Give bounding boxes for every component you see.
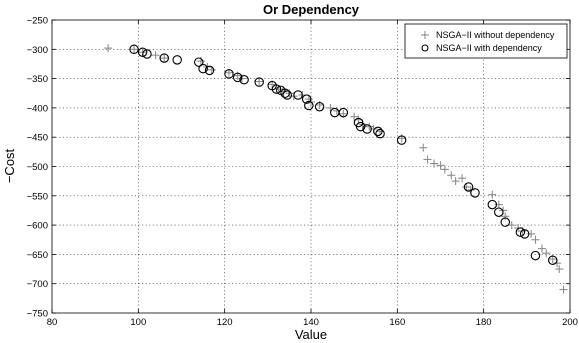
data-point-plus bbox=[458, 174, 467, 183]
data-point-plus bbox=[151, 51, 160, 60]
data-point-plus bbox=[419, 143, 428, 152]
data-point-circle bbox=[142, 49, 152, 59]
x-tick-label: 100 bbox=[130, 317, 146, 328]
legend-plus-marker bbox=[421, 31, 429, 39]
x-tick-label: 140 bbox=[303, 317, 319, 328]
data-point-circle bbox=[375, 128, 385, 139]
ticks-layer: 80 100 120 140 160 180 200 −250 −300 −350 −400 −450… bbox=[27, 16, 578, 329]
legend: NSGA−II without dependency NSGA−II with … bbox=[404, 23, 568, 59]
data-point-circle bbox=[293, 90, 303, 100]
data-point-circle bbox=[271, 84, 282, 94]
data-point-circle bbox=[198, 63, 208, 74]
data-point-plus bbox=[160, 54, 169, 63]
data-point-circle bbox=[547, 255, 558, 266]
data-point-circle bbox=[373, 126, 383, 137]
data-point-circle bbox=[396, 135, 407, 145]
data-point-circle bbox=[254, 77, 264, 87]
data-point-circle bbox=[329, 107, 340, 118]
data-point-plus bbox=[440, 165, 449, 174]
data-point-circle bbox=[487, 199, 498, 210]
data-point-circle bbox=[204, 65, 215, 76]
data-point-plus bbox=[555, 265, 564, 274]
data-point-circle bbox=[470, 188, 480, 198]
y-tick-label: −750 bbox=[27, 309, 48, 320]
y-tick-label: −700 bbox=[27, 279, 48, 290]
y-axis-label: −Cost bbox=[2, 148, 17, 183]
data-point-plus bbox=[350, 112, 359, 121]
data-point-plus bbox=[447, 171, 456, 180]
data-point-circle bbox=[282, 90, 293, 100]
data-point-circle bbox=[515, 227, 526, 237]
data-point-circle bbox=[239, 75, 249, 85]
data-point-circle bbox=[362, 124, 372, 134]
points-layer bbox=[104, 44, 568, 294]
data-point-plus bbox=[365, 122, 374, 131]
chart-title: Or Dependency bbox=[263, 2, 360, 17]
data-point-plus bbox=[376, 127, 385, 136]
y-tick-label: −500 bbox=[27, 162, 48, 173]
data-point-circle bbox=[172, 55, 182, 65]
data-point-circle bbox=[280, 88, 290, 99]
data-point-plus bbox=[462, 183, 471, 192]
y-tick-label: −550 bbox=[27, 191, 48, 202]
data-point-circle bbox=[500, 217, 510, 227]
data-point-circle bbox=[232, 72, 243, 83]
data-point-plus bbox=[430, 159, 439, 168]
x-tick-label: 120 bbox=[217, 317, 233, 328]
data-point-circle bbox=[494, 207, 504, 217]
grid-layer bbox=[52, 20, 570, 313]
data-point-plus bbox=[423, 155, 432, 164]
data-point-circle bbox=[338, 107, 349, 118]
data-point-circle bbox=[301, 94, 312, 104]
data-point-plus bbox=[531, 235, 540, 244]
x-tick-label: 180 bbox=[476, 317, 492, 328]
data-point-plus bbox=[501, 212, 510, 221]
data-point-circle bbox=[463, 182, 474, 192]
data-point-plus bbox=[451, 177, 460, 186]
y-tick-label: −350 bbox=[27, 74, 48, 85]
x-tick-label: 160 bbox=[389, 317, 405, 328]
data-point-plus bbox=[436, 161, 445, 170]
y-tick-label: −250 bbox=[27, 16, 48, 27]
data-point-plus bbox=[488, 190, 497, 199]
legend-circle-marker bbox=[421, 44, 429, 52]
data-point-plus bbox=[130, 45, 139, 54]
legend-label-with-dependency: NSGA−II with dependency bbox=[436, 43, 542, 53]
x-axis-label: Value bbox=[295, 327, 327, 342]
data-point-plus bbox=[537, 244, 546, 253]
data-point-plus bbox=[104, 44, 113, 53]
data-point-plus bbox=[542, 249, 551, 258]
x-tick-label: 80 bbox=[47, 317, 58, 328]
data-point-circle bbox=[314, 101, 325, 112]
data-point-circle bbox=[224, 69, 234, 79]
data-point-circle bbox=[519, 229, 530, 239]
legend-label-without-dependency: NSGA−II without dependency bbox=[436, 30, 555, 40]
data-point-circle bbox=[530, 250, 541, 261]
data-point-circle bbox=[304, 100, 314, 111]
data-point-circle bbox=[355, 121, 366, 132]
data-point-circle bbox=[159, 53, 169, 63]
data-point-circle bbox=[129, 44, 139, 55]
x-tick-label: 200 bbox=[562, 317, 578, 328]
legend-box bbox=[404, 23, 568, 59]
y-tick-label: −300 bbox=[27, 45, 48, 56]
y-tick-label: −650 bbox=[27, 250, 48, 261]
data-point-plus bbox=[507, 221, 516, 230]
y-tick-label: −450 bbox=[27, 133, 48, 144]
data-point-plus bbox=[255, 77, 264, 86]
y-tick-label: −600 bbox=[27, 221, 48, 232]
data-point-plus bbox=[559, 285, 568, 294]
data-point-circle bbox=[137, 47, 148, 57]
y-tick-label: −400 bbox=[27, 103, 48, 114]
data-point-plus bbox=[326, 103, 335, 112]
data-point-circle bbox=[194, 57, 204, 67]
